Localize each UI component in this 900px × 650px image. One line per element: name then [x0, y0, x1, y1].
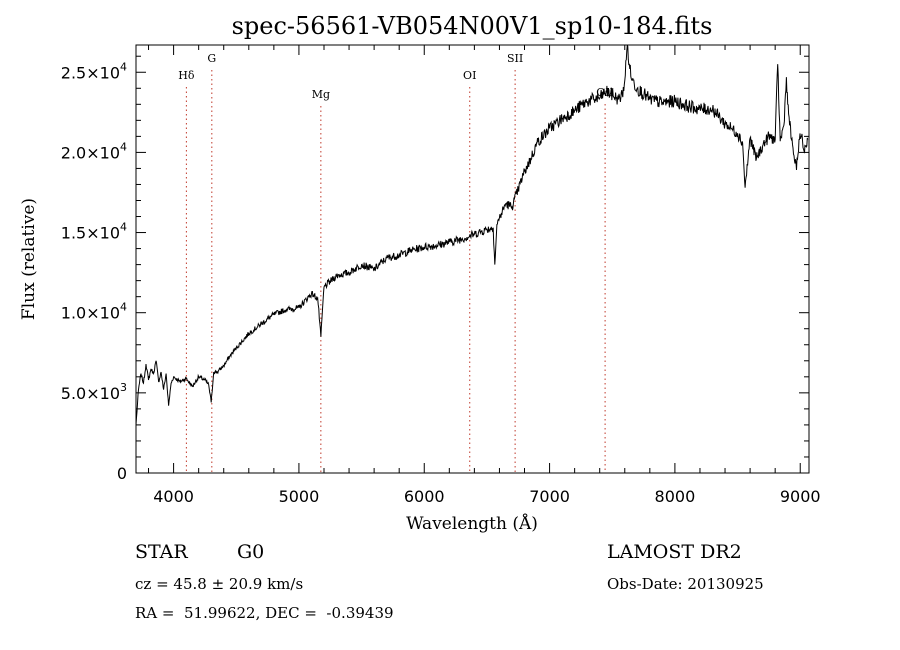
y-tick-label: 2.5×104: [61, 60, 127, 82]
x-axis-label: Wavelength (Å): [406, 513, 538, 534]
x-tick-label: 6000: [404, 487, 445, 506]
spectral-line-label: Mg: [312, 88, 330, 101]
x-tick-label: 9000: [780, 487, 821, 506]
y-tick-label: 2.0×104: [61, 140, 127, 162]
plot-frame: [135, 44, 810, 474]
y-axis-label: Flux (relative): [19, 198, 39, 320]
y-tick-labels: 0 5.0×103 1.0×104 1.5×104 2.0×104 2.5×104: [61, 60, 127, 483]
redshift-cz: cz = 45.8 ± 20.9 km/s: [135, 575, 304, 593]
x-tick-label: 4000: [153, 487, 194, 506]
spectrum-line: [135, 44, 809, 425]
object-class: STAR: [135, 541, 188, 563]
coordinates: RA = 51.99622, DEC = -0.39439: [135, 604, 394, 622]
spectral-line-label: OI: [463, 69, 476, 82]
y-tick-label: 5.0×103: [61, 381, 127, 403]
y-tick-label: 0: [117, 464, 127, 483]
spectrum-series: [135, 44, 809, 425]
obs-date: Obs-Date: 20130925: [607, 575, 764, 593]
axis-ticks: [136, 45, 809, 474]
x-tick-label: 7000: [529, 487, 570, 506]
spectral-line-label: SII: [507, 52, 523, 65]
y-tick-label: 1.5×104: [61, 221, 127, 243]
chart-title: spec-56561-VB054N00V1_sp10-184.fits: [232, 12, 713, 40]
subclass: G0: [237, 541, 265, 563]
spectral-line-label: G: [207, 52, 216, 65]
spectral-line-label: Hδ: [178, 69, 195, 82]
survey-name: LAMOST DR2: [607, 541, 742, 563]
x-tick-labels: 4000 5000 6000 7000 8000 9000: [153, 487, 820, 506]
x-tick-label: 5000: [279, 487, 320, 506]
y-tick-label: 1.0×104: [61, 301, 127, 323]
x-tick-label: 8000: [655, 487, 696, 506]
